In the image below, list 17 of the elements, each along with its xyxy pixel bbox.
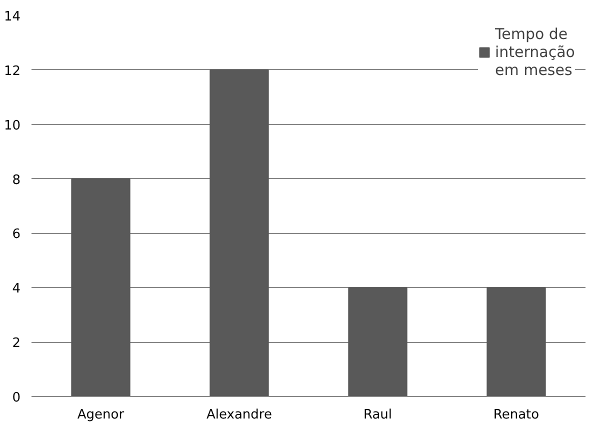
y-tick-label: 14 bbox=[4, 10, 21, 24]
x-tick-label: Renato bbox=[493, 408, 540, 422]
y-tick-label: 8 bbox=[12, 172, 21, 188]
y-tick-label: 0 bbox=[12, 390, 21, 406]
bar bbox=[210, 69, 269, 396]
x-tick-label: Alexandre bbox=[206, 408, 272, 422]
x-tick-label: Agenor bbox=[77, 408, 125, 422]
y-tick-label: 12 bbox=[4, 64, 21, 79]
bar bbox=[71, 178, 130, 396]
y-tick-label: 10 bbox=[4, 118, 21, 134]
y-tick-label: 6 bbox=[12, 227, 21, 242]
bar bbox=[348, 287, 408, 396]
bar bbox=[486, 287, 546, 396]
x-tick-label: Raul bbox=[363, 408, 392, 422]
y-tick-label: 4 bbox=[12, 282, 21, 297]
legend-label: Tempo de internação em meses bbox=[494, 25, 575, 79]
y-tick-label: 2 bbox=[12, 336, 21, 352]
